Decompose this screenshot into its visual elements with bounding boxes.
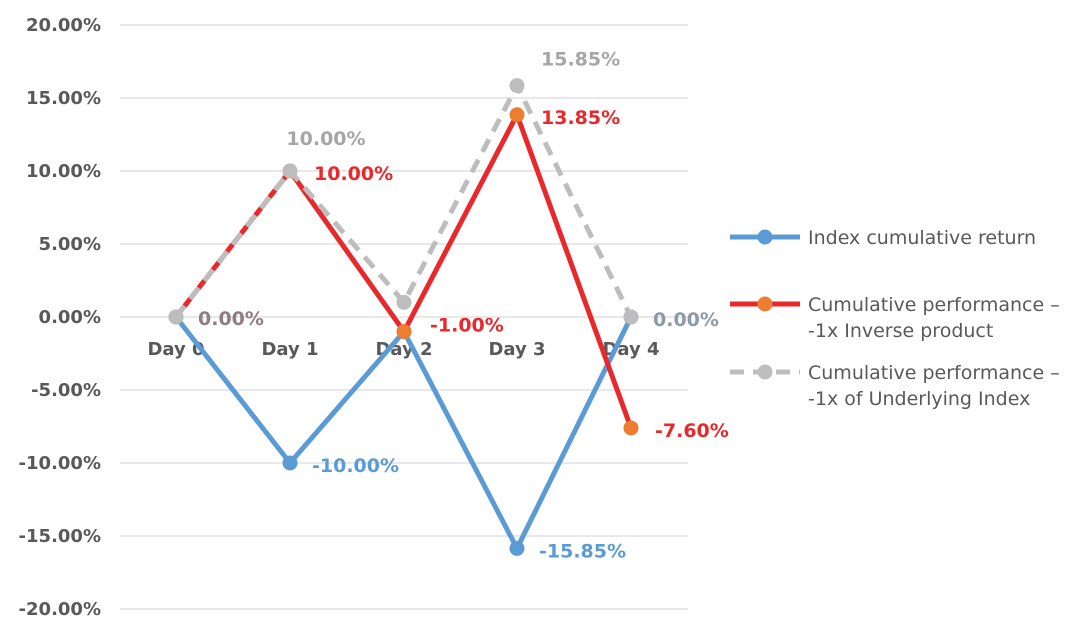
data-label: 13.85%: [541, 107, 620, 129]
data-label: -15.85%: [539, 540, 626, 562]
series-line: [174, 83, 634, 319]
x-tick-label: Day 1: [261, 339, 318, 360]
data-point: [623, 309, 639, 325]
data-label: 10.00%: [286, 128, 365, 150]
x-tick-label: Day 0: [147, 339, 204, 360]
data-label: 10.00%: [314, 163, 393, 185]
legend-marker: [757, 364, 773, 380]
data-point: [623, 420, 639, 436]
y-tick-label: 10.00%: [26, 161, 101, 182]
legend-label: Index cumulative return: [808, 227, 1036, 249]
data-point: [168, 309, 184, 325]
data-label: 0.00%: [653, 309, 719, 331]
series-line: [174, 112, 634, 429]
legend-marker: [757, 229, 773, 245]
legend-label: -1x of Underlying Index: [808, 388, 1030, 410]
data-label: -10.00%: [312, 455, 399, 477]
data-point: [509, 540, 525, 556]
legend-label: Cumulative performance –: [808, 362, 1060, 384]
data-label: 15.85%: [541, 49, 620, 71]
y-tick-label: -5.00%: [31, 380, 101, 401]
y-tick-label: 15.00%: [26, 88, 101, 109]
data-label: -7.60%: [655, 420, 729, 442]
y-tick-label: 20.00%: [26, 15, 101, 36]
y-tick-label: 5.00%: [39, 234, 101, 255]
legend-label: Cumulative performance –: [808, 294, 1060, 316]
legend-label: -1x Inverse product: [808, 320, 993, 342]
y-tick-label: -10.00%: [19, 453, 101, 474]
data-point: [282, 455, 298, 471]
x-tick-label: Day 3: [488, 339, 545, 360]
data-label: -1.00%: [430, 315, 504, 337]
data-point: [396, 324, 412, 340]
y-tick-label: 0.00%: [39, 307, 101, 328]
data-point: [509, 107, 525, 123]
data-point: [396, 294, 412, 310]
data-point: [509, 78, 525, 94]
legend-marker: [757, 296, 773, 312]
data-label: 0.00%: [198, 308, 264, 330]
y-tick-label: -20.00%: [19, 599, 101, 617]
data-point: [282, 163, 298, 179]
y-tick-label: -15.00%: [19, 526, 101, 547]
